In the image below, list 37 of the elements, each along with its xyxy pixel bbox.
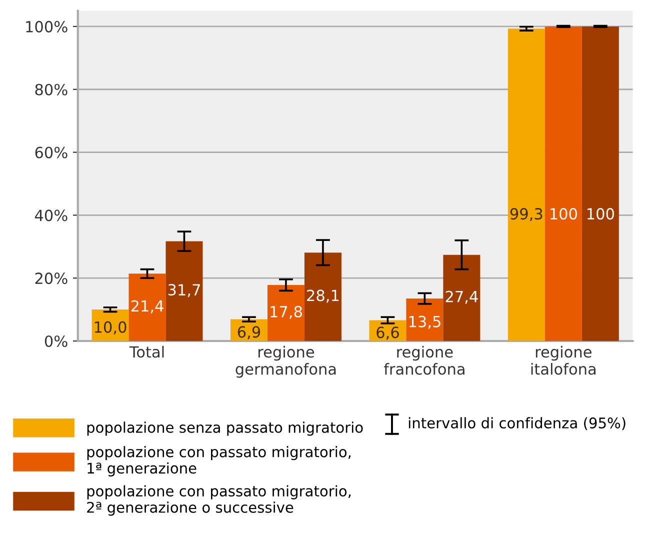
x-tick-label: regione italofona: [531, 346, 596, 375]
bar: [267, 285, 304, 341]
data-label: 13,5: [409, 316, 440, 329]
y-tick-label: 40%: [34, 210, 68, 222]
data-label: 10,0: [94, 321, 126, 334]
data-label: 6,6: [376, 326, 399, 340]
legend-label: popolazione con passato migratorio, 2ª generazione o successive: [87, 485, 351, 516]
text: intervallo di confidenza (95%): [408, 417, 626, 430]
bar: [508, 28, 545, 341]
bar: [406, 298, 444, 341]
x-tick-label: regione germanofona: [236, 346, 336, 378]
legend-label: popolazione con passato migratorio, 1ª generazione: [87, 446, 351, 476]
x-tick-label: Total: [129, 346, 164, 358]
y-tick-label: 60%: [35, 146, 68, 158]
data-label: 27,4: [446, 290, 478, 304]
data-label: 99,3: [510, 208, 542, 222]
x-tick-label: regione francofona: [384, 346, 464, 375]
data-label: 6,9: [238, 326, 260, 340]
data-label: 17,8: [270, 306, 302, 319]
bar: [369, 320, 406, 341]
data-label: 100: [588, 208, 614, 220]
bar: [128, 274, 166, 341]
bar: [544, 26, 582, 341]
bar: [443, 254, 480, 341]
y-tick-label: 20%: [35, 272, 68, 284]
data-label: 31,7: [168, 284, 200, 298]
legend-label: popolazione senza passato migratorio: [87, 422, 363, 436]
data-label: 28,1: [307, 290, 339, 303]
bar: [92, 310, 129, 341]
bar: [304, 252, 342, 341]
bar: [582, 26, 619, 341]
data-label: 100: [550, 208, 577, 220]
y-tick-label: 80%: [35, 84, 68, 96]
y-tick-label: 0%: [44, 335, 68, 348]
bar: [166, 241, 203, 341]
data-label: 21,4: [131, 300, 164, 314]
y-tick-label: 100%: [26, 20, 68, 32]
